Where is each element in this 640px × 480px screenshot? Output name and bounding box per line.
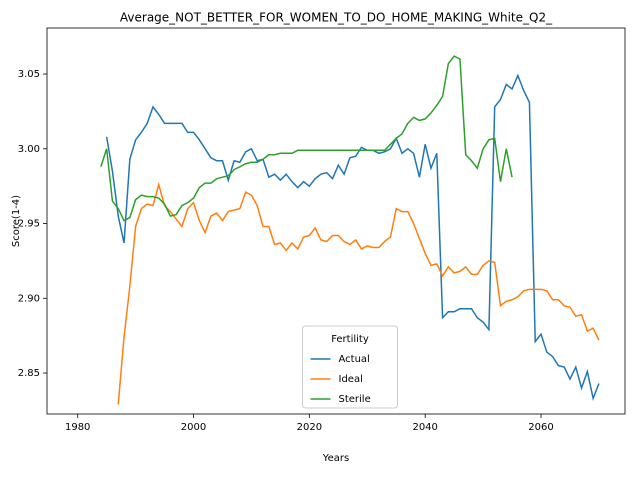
data-line bbox=[105, 73, 600, 402]
y-tick-label: 2.95 bbox=[18, 219, 40, 230]
y-axis-label: Score(1-4) bbox=[11, 195, 22, 247]
x-tick-label: 1980 bbox=[65, 422, 90, 433]
x-tick-label: 2040 bbox=[412, 422, 437, 433]
x-tick-label: 2000 bbox=[181, 422, 206, 433]
legend-label: Actual bbox=[339, 354, 370, 365]
x-axis-label: Years bbox=[322, 453, 349, 464]
legend-title: Fertility bbox=[331, 334, 369, 345]
legend: Fertility Actual Ideal Sterile bbox=[302, 325, 398, 409]
legend-label: Ideal bbox=[339, 374, 363, 385]
x-tick-label: 2060 bbox=[528, 422, 553, 433]
legend-label: Sterile bbox=[339, 394, 371, 405]
x-tick-label: 2020 bbox=[297, 422, 322, 433]
y-tick-label: 3.00 bbox=[18, 144, 40, 155]
plot-frame bbox=[46, 27, 626, 415]
y-tick-label: 2.90 bbox=[18, 293, 40, 304]
data-line bbox=[117, 181, 600, 405]
y-tick-label: 3.05 bbox=[18, 69, 40, 80]
legend-box bbox=[302, 325, 398, 409]
chart-title: Average_NOT_BETTER_FOR_WOMEN_TO_DO_HOME_… bbox=[120, 11, 553, 25]
data-line bbox=[100, 55, 513, 222]
y-tick-label: 2.85 bbox=[18, 368, 40, 379]
